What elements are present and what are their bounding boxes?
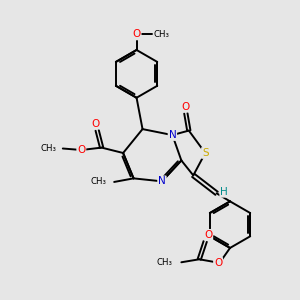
Text: N: N <box>169 130 176 140</box>
Text: O: O <box>77 145 86 155</box>
Text: O: O <box>182 102 190 112</box>
Text: O: O <box>132 29 141 39</box>
Text: O: O <box>214 258 222 268</box>
Text: CH₃: CH₃ <box>154 30 170 39</box>
Text: CH₃: CH₃ <box>91 178 107 187</box>
Text: O: O <box>204 230 212 240</box>
Text: S: S <box>202 148 208 158</box>
Text: O: O <box>92 119 100 129</box>
Text: H: H <box>220 187 228 197</box>
Text: CH₃: CH₃ <box>157 258 173 267</box>
Text: CH₃: CH₃ <box>40 144 56 153</box>
Text: N: N <box>158 176 166 186</box>
